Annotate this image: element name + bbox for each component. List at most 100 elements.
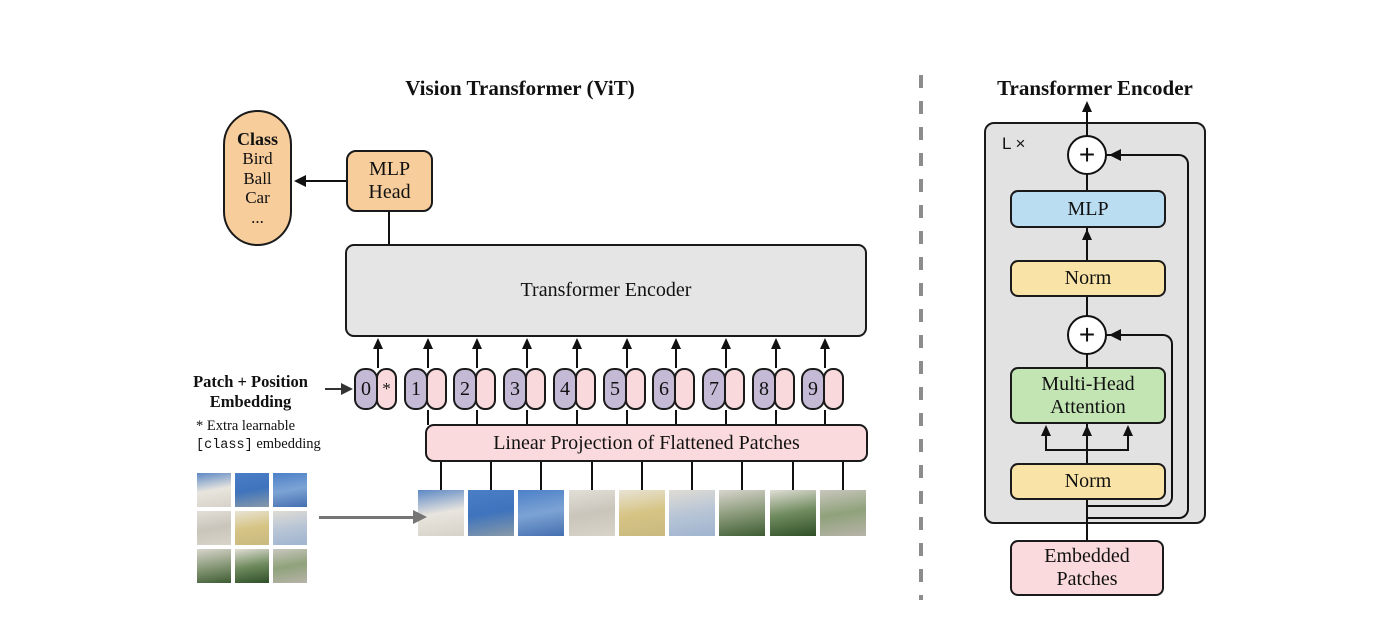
token-number: 9 bbox=[808, 377, 818, 400]
patch-pill bbox=[426, 368, 447, 410]
connector-line bbox=[675, 410, 677, 425]
arrowhead-up bbox=[572, 338, 582, 349]
patch-pill bbox=[575, 368, 596, 410]
token-number: 0 bbox=[361, 377, 371, 400]
mha-label: Multi-Head bbox=[1041, 372, 1135, 395]
token-number: 3 bbox=[510, 377, 520, 400]
class-item: ... bbox=[251, 207, 264, 227]
arrowhead-up bbox=[373, 338, 383, 349]
embedded-patches-label: Patches bbox=[1056, 568, 1118, 590]
grid-patch-1 bbox=[197, 473, 231, 507]
class-item: Car bbox=[245, 188, 270, 208]
connector-line bbox=[325, 388, 343, 390]
class-token-footnote: * Extra learnable [class] embedding bbox=[196, 418, 321, 454]
multi-head-attention-block: Multi-Head Attention bbox=[1010, 367, 1166, 424]
arrowhead-up bbox=[1082, 229, 1092, 240]
patch-pill: * bbox=[376, 368, 397, 410]
connector-line bbox=[626, 410, 628, 425]
connector-line bbox=[427, 348, 429, 368]
grid-patch-8 bbox=[235, 549, 269, 583]
residual-connection-inner bbox=[1087, 334, 1173, 507]
add-node-bottom: + bbox=[1067, 315, 1107, 355]
mha-label: Attention bbox=[1050, 395, 1126, 418]
token-pair-6: 6 bbox=[652, 368, 695, 410]
class-item: Ball bbox=[243, 168, 272, 188]
arrowhead-up bbox=[820, 338, 830, 349]
position-pill: 9 bbox=[801, 368, 825, 410]
token-pair-8: 8 bbox=[752, 368, 795, 410]
connector-line bbox=[725, 410, 727, 425]
left-panel-title: Vision Transformer (ViT) bbox=[405, 76, 635, 100]
source-image-grid bbox=[197, 473, 307, 583]
connector-line bbox=[476, 348, 478, 368]
arrowhead-up bbox=[671, 338, 681, 349]
token-number: 8 bbox=[759, 377, 769, 400]
plus-icon: + bbox=[1078, 139, 1096, 170]
position-pill: 4 bbox=[553, 368, 577, 410]
grid-patch-5 bbox=[235, 511, 269, 545]
connector-line bbox=[1045, 435, 1047, 451]
connector-line bbox=[576, 348, 578, 368]
connector-line bbox=[741, 462, 743, 490]
position-pill: 5 bbox=[603, 368, 627, 410]
mlp-block: MLP bbox=[1010, 190, 1166, 228]
arrowhead-up bbox=[622, 338, 632, 349]
image-patch-8 bbox=[770, 490, 816, 536]
patch-pill bbox=[674, 368, 695, 410]
image-patch-9 bbox=[820, 490, 866, 536]
token-pair-9: 9 bbox=[801, 368, 844, 410]
grid-patch-4 bbox=[197, 511, 231, 545]
plus-icon: + bbox=[1078, 319, 1096, 350]
image-patch-3 bbox=[518, 490, 564, 536]
arrowhead-up bbox=[423, 338, 433, 349]
residual-connection-outer bbox=[1087, 154, 1189, 519]
connector-line bbox=[540, 462, 542, 490]
grid-patch-3 bbox=[273, 473, 307, 507]
arrowhead-up bbox=[721, 338, 731, 349]
image-patch-7 bbox=[719, 490, 765, 536]
patch-pill bbox=[823, 368, 844, 410]
connector-line bbox=[824, 410, 826, 425]
transformer-encoder-label: Transformer Encoder bbox=[520, 279, 692, 301]
arrowhead-up bbox=[522, 338, 532, 349]
mlp-head-label: Head bbox=[368, 181, 411, 203]
position-pill: 0 bbox=[354, 368, 378, 410]
connector-line bbox=[440, 462, 442, 490]
patch-pill bbox=[525, 368, 546, 410]
position-pill: 2 bbox=[453, 368, 477, 410]
embedded-patches-label: Embedded bbox=[1044, 545, 1130, 567]
class-list-header: Class bbox=[236, 128, 278, 149]
connector-line bbox=[305, 180, 346, 182]
patch-pill bbox=[625, 368, 646, 410]
connector-line bbox=[1086, 110, 1088, 124]
token-number: 7 bbox=[709, 377, 719, 400]
position-pill: 8 bbox=[752, 368, 776, 410]
patch-pill bbox=[475, 368, 496, 410]
embedded-patches-box: Embedded Patches bbox=[1010, 540, 1164, 596]
patch-position-label: Patch + Position Embedding bbox=[193, 372, 308, 411]
token-pair-2: 2 bbox=[453, 368, 496, 410]
grid-patch-6 bbox=[273, 511, 307, 545]
position-pill: 6 bbox=[652, 368, 676, 410]
norm-label: Norm bbox=[1064, 267, 1112, 289]
arrowhead-up bbox=[1041, 425, 1051, 436]
dashed-divider bbox=[919, 75, 923, 600]
grid-patch-9 bbox=[273, 549, 307, 583]
connector-line bbox=[626, 348, 628, 368]
norm-block-top: Norm bbox=[1010, 260, 1166, 297]
arrowhead-to-add-bottom bbox=[1109, 329, 1121, 341]
connector-line bbox=[476, 410, 478, 425]
token-number: 1 bbox=[411, 377, 421, 400]
linear-projection-box: Linear Projection of Flattened Patches bbox=[425, 424, 868, 462]
image-patch-6 bbox=[669, 490, 715, 536]
token-number: 5 bbox=[610, 377, 620, 400]
patch-pill bbox=[774, 368, 795, 410]
connector-line bbox=[526, 348, 528, 368]
mlp-head-box: MLP Head bbox=[346, 150, 433, 212]
connector-line bbox=[675, 348, 677, 368]
arrowhead-up bbox=[771, 338, 781, 349]
position-pill: 1 bbox=[404, 368, 428, 410]
norm-label: Norm bbox=[1064, 470, 1112, 492]
add-node-top: + bbox=[1067, 135, 1107, 175]
